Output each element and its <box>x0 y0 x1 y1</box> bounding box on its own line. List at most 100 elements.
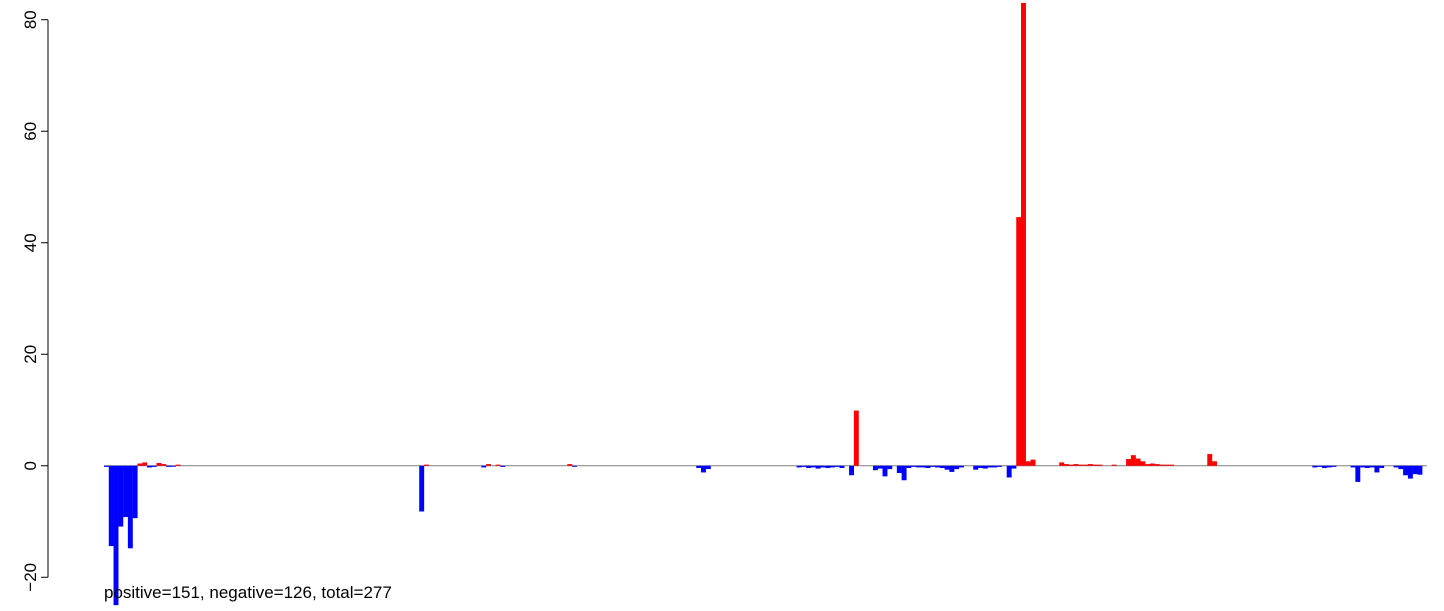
bar <box>1321 465 1327 468</box>
bar <box>839 465 845 468</box>
bar <box>1317 465 1323 467</box>
bar <box>486 464 492 466</box>
bar <box>834 465 840 467</box>
bar <box>973 465 979 470</box>
bar <box>1398 465 1404 470</box>
bar <box>1355 465 1361 482</box>
bar <box>1068 464 1074 466</box>
bar <box>906 465 912 468</box>
bar <box>1021 3 1026 466</box>
bar <box>142 462 148 466</box>
bar <box>1030 459 1036 466</box>
bar <box>1083 464 1089 466</box>
bar <box>810 465 816 468</box>
bar <box>1407 465 1413 479</box>
bar <box>1312 465 1318 468</box>
bar <box>1374 465 1380 473</box>
bar <box>882 465 888 477</box>
bar <box>156 462 162 466</box>
bar <box>1149 463 1155 466</box>
y-tick-label: 60 <box>21 122 40 141</box>
bar <box>1059 462 1065 466</box>
bar <box>1011 465 1017 469</box>
bar <box>1417 465 1423 475</box>
y-tick-label: 20 <box>21 345 40 364</box>
bar <box>1403 465 1409 476</box>
bar <box>424 464 429 466</box>
bar <box>930 465 936 467</box>
bar <box>796 465 802 468</box>
bar <box>1379 465 1385 468</box>
bar <box>825 465 831 468</box>
bar <box>108 465 114 547</box>
bar <box>701 465 706 473</box>
bar <box>113 465 119 606</box>
bar <box>572 465 577 467</box>
bar <box>1154 464 1160 466</box>
bar <box>1006 465 1012 478</box>
bar <box>987 465 993 468</box>
bar <box>137 463 143 466</box>
bar <box>500 465 506 467</box>
bar <box>1350 465 1356 468</box>
bar <box>982 465 988 469</box>
bar <box>1207 454 1213 466</box>
bar <box>911 465 917 467</box>
bar <box>849 465 855 476</box>
bar <box>935 465 940 468</box>
bar <box>118 465 124 527</box>
bar <box>949 465 955 472</box>
bar <box>705 465 711 470</box>
bar <box>1326 465 1332 468</box>
bar <box>696 465 702 468</box>
bar <box>1360 465 1366 468</box>
bar <box>1393 465 1399 468</box>
bar <box>481 465 487 468</box>
bar <box>877 465 883 469</box>
bar <box>853 410 859 466</box>
bar <box>151 465 157 467</box>
bar <box>1073 464 1079 466</box>
y-axis: −20 0 20 40 60 80 <box>21 10 49 592</box>
bar <box>1369 465 1375 468</box>
bar <box>872 465 878 471</box>
bar <box>1169 464 1175 466</box>
bar <box>829 465 835 468</box>
bar <box>1364 465 1370 468</box>
bar <box>920 465 926 468</box>
y-tick-label: −20 <box>21 563 40 592</box>
bar <box>944 465 950 470</box>
bar <box>1159 464 1165 466</box>
bar <box>1145 464 1151 466</box>
bar <box>1087 464 1093 466</box>
bar <box>146 465 152 468</box>
bar <box>958 465 964 468</box>
bar <box>915 465 921 468</box>
bar <box>1212 461 1217 466</box>
bar <box>1064 464 1069 466</box>
bar <box>567 464 573 466</box>
bar <box>939 465 945 468</box>
bar <box>175 464 181 466</box>
bar <box>806 465 812 468</box>
bars <box>104 3 1423 606</box>
bar <box>801 465 807 467</box>
bar <box>127 465 133 549</box>
bar <box>896 465 902 474</box>
bar <box>815 465 821 469</box>
bar <box>1097 464 1103 466</box>
bar <box>1016 217 1022 466</box>
bar <box>104 465 109 467</box>
bar <box>1025 461 1031 466</box>
y-tick-label: 80 <box>21 10 40 29</box>
bar <box>1078 464 1084 466</box>
bar <box>887 465 893 470</box>
bar <box>123 465 129 518</box>
bar <box>1126 459 1132 466</box>
summary-caption: positive=151, negative=126, total=277 <box>104 583 392 602</box>
bar <box>1412 465 1418 475</box>
bar <box>495 464 501 466</box>
bar <box>1130 455 1136 466</box>
bar <box>925 465 931 468</box>
